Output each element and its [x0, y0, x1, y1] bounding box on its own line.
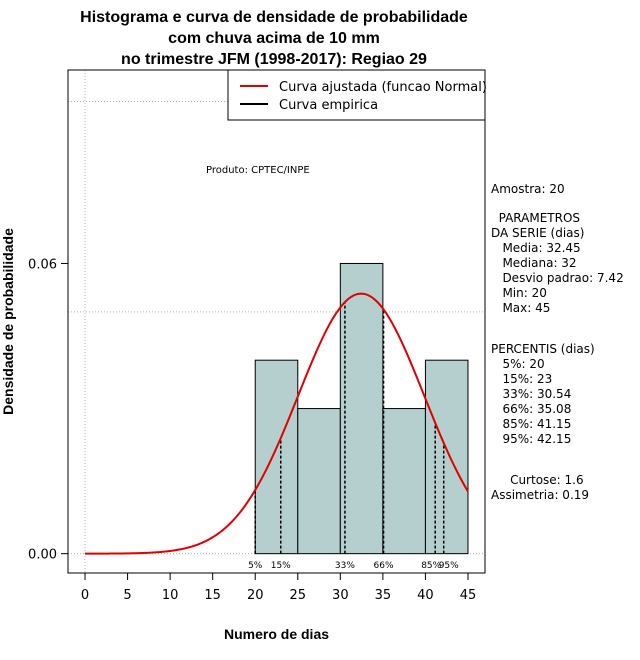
x-tick-label: 40 [417, 588, 434, 603]
sample-size-text: Amostra: 20 [491, 182, 565, 196]
fitted-normal-curve [85, 292, 469, 555]
x-tick-label: 15 [204, 588, 221, 603]
histogram-bar [339, 262, 384, 555]
histogram-bar [297, 408, 341, 555]
histogram-bar [424, 359, 469, 555]
y-tick-label: 0.06 [28, 257, 57, 272]
histogram-bar [382, 408, 426, 555]
chart-title: Histograma e curva de densidade de proba… [80, 9, 468, 68]
chart-title-line: com chuva acima de 10 mm [168, 30, 380, 47]
percentile-label: 33% [335, 561, 355, 571]
legend-label: Curva empirica [279, 98, 378, 113]
x-tick-label: 30 [332, 588, 349, 603]
y-axis: 0.00 0.06 [28, 257, 69, 563]
chart-title-line: no trimestre JFM (1998-2017): Regiao 29 [121, 51, 427, 68]
percentile-labels: 5% 15% 33% 66% 85%95% [248, 561, 459, 571]
percentile-lines [254, 302, 445, 554]
percentile-label: 85% [421, 561, 441, 571]
y-tick-label: 0.00 [28, 548, 57, 563]
series-parameters-text: PARAMETROS DA SERIE (dias) Media: 32.45 … [491, 211, 624, 315]
percentile-label: 15% [271, 561, 291, 571]
percentile-label: 5% [248, 561, 263, 571]
chart-title-line: Histograma e curva de densidade de proba… [80, 9, 468, 26]
x-axis-title: Numero de dias [224, 626, 329, 642]
x-tick-label: 45 [460, 588, 477, 603]
x-tick-label: 35 [375, 588, 392, 603]
product-annotation: Produto: CPTEC/INPE [206, 165, 310, 176]
x-tick-label: 25 [290, 588, 307, 603]
x-tick-label: 10 [162, 588, 179, 603]
legend-label: Curva ajustada (funcao Normal) [279, 80, 487, 95]
x-axis: 0 5 10 15 20 25 30 35 40 45 [81, 572, 477, 603]
percentile-label: 95% [439, 561, 459, 571]
histogram-bars [254, 262, 469, 555]
kurtosis-skewness-text: Curtose: 1.6 Assimetria: 0.19 [491, 473, 590, 502]
legend-box [227, 69, 486, 121]
legend: Curva ajustada (funcao Normal) Curva empi… [227, 69, 487, 121]
x-tick-label: 0 [81, 588, 89, 603]
histogram-bar [254, 359, 299, 555]
x-tick-label: 5 [123, 588, 131, 603]
percentile-label: 66% [374, 561, 394, 571]
percentiles-text: PERCENTIS (dias) 5%: 20 15%: 23 33%: 30.… [491, 342, 595, 446]
x-tick-label: 20 [247, 588, 264, 603]
y-axis-title: Densidade de probabilidade [0, 228, 16, 415]
